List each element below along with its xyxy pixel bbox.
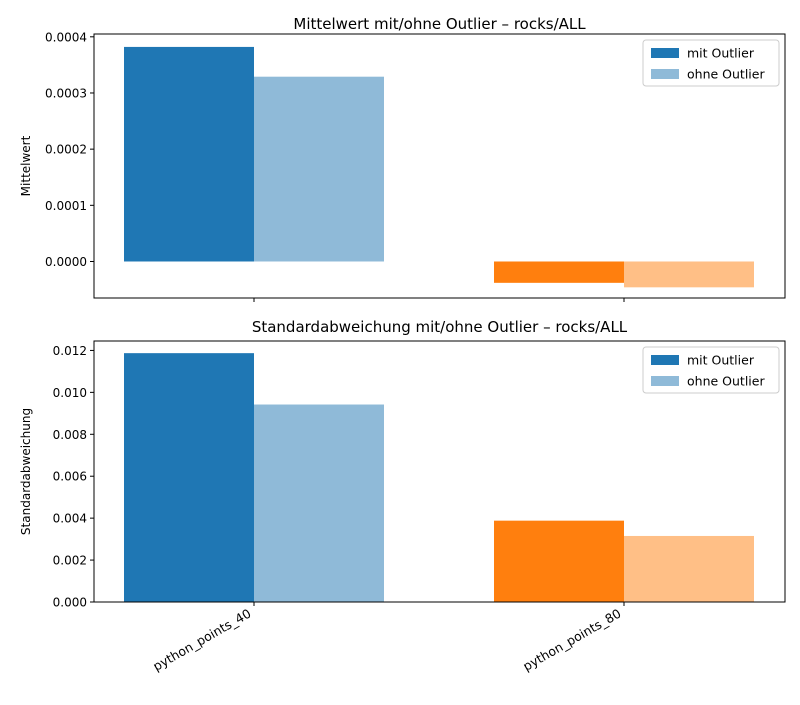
y-tick-label: 0.004 [53, 512, 87, 526]
y-tick-label: 0.0003 [45, 86, 87, 100]
legend-label: ohne Outlier [687, 67, 765, 82]
y-tick-label: 0.000 [53, 596, 87, 610]
axes-frame [93, 33, 786, 299]
chart-panel-1: Mittelwert mit/ohne Outlier – rocks/ALL M… [19, 15, 786, 302]
legend: mit Outlier ohne Outlier [642, 39, 780, 87]
bar-mit-outlier-python_points_40 [124, 46, 254, 262]
y-tick-label: 0.010 [53, 386, 87, 400]
y-tick-label: 0.0004 [45, 30, 87, 44]
y-tick-label: 0.0001 [45, 199, 87, 213]
legend-swatch [651, 355, 679, 365]
y-tick-label: 0.0000 [45, 255, 87, 269]
y-tick-label: 0.002 [53, 554, 87, 568]
bar-mit-outlier-python_points_80 [494, 261, 624, 283]
legend-label: mit Outlier [687, 353, 755, 368]
chart-panel-2: Standardabweichung mit/ohne Outlier – ro… [19, 318, 786, 674]
bar-ohne-outlier-python_points_80 [624, 261, 754, 288]
y-axis-label: Standardabweichung [19, 408, 33, 535]
x-tick-label: python_points_40 [150, 606, 253, 674]
y-tick-label: 0.0002 [45, 143, 87, 157]
x-tick-label: python_points_80 [520, 606, 623, 674]
bar-ohne-outlier-python_points_40 [254, 76, 384, 262]
legend-swatch [651, 48, 679, 58]
chart-title: Mittelwert mit/ohne Outlier – rocks/ALL [293, 15, 586, 33]
legend: mit Outlier ohne Outlier [642, 346, 780, 394]
chart-title: Standardabweichung mit/ohne Outlier – ro… [252, 318, 628, 336]
axes-frame [93, 340, 786, 603]
y-tick-label: 0.012 [53, 344, 87, 358]
bar-mit-outlier-python_points_80 [494, 520, 624, 602]
bar-ohne-outlier-python_points_80 [624, 535, 754, 602]
legend-label: ohne Outlier [687, 374, 765, 389]
bar-ohne-outlier-python_points_40 [254, 404, 384, 602]
y-tick-label: 0.006 [53, 470, 87, 484]
legend-swatch [651, 69, 679, 79]
legend-swatch [651, 376, 679, 386]
y-tick-label: 0.008 [53, 428, 87, 442]
bar-mit-outlier-python_points_40 [124, 353, 254, 602]
y-axis-label: Mittelwert [19, 135, 33, 196]
legend-label: mit Outlier [687, 46, 755, 61]
